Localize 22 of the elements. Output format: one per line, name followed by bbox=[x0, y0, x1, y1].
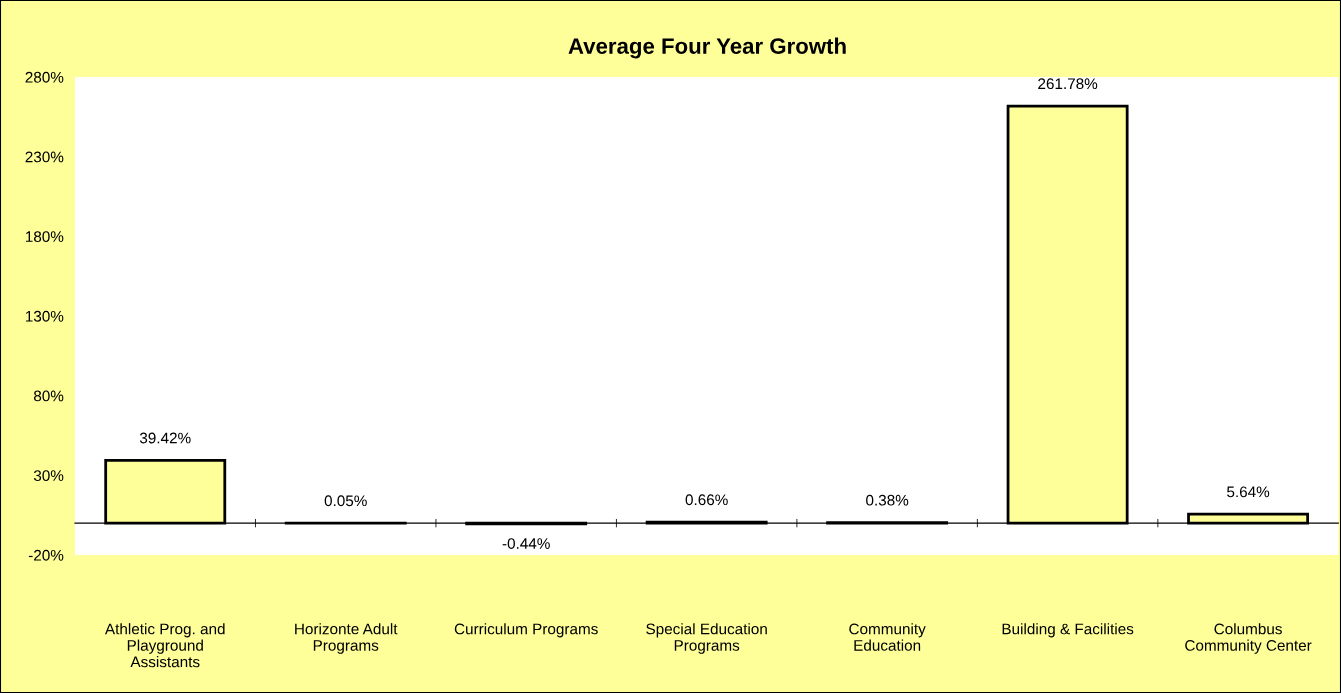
data-label: 0.05% bbox=[324, 495, 367, 507]
x-tick-label: Building & Facilities bbox=[1002, 623, 1134, 638]
chart-title: Average Four Year Growth bbox=[568, 37, 846, 59]
y-tick-label: 30% bbox=[33, 470, 64, 482]
data-label: 39.42% bbox=[139, 432, 191, 444]
x-tick-label: Horizonte Adult Programs bbox=[295, 623, 398, 654]
y-tick-label: 130% bbox=[25, 310, 64, 322]
y-tick-label: 180% bbox=[25, 231, 64, 243]
data-label: -0.44% bbox=[502, 538, 550, 549]
y-tick-label: 280% bbox=[25, 71, 64, 83]
y-tick-label: 230% bbox=[25, 151, 64, 163]
y-tick-label: 80% bbox=[33, 390, 64, 402]
y-tick-label: -20% bbox=[28, 549, 64, 561]
x-tick-label: Special Education Programs bbox=[646, 623, 767, 654]
x-tick-label: Athletic Prog. and Playground Assistants bbox=[104, 623, 225, 668]
data-label: 261.78% bbox=[1038, 78, 1098, 90]
data-label: 0.38% bbox=[866, 494, 909, 506]
x-tick-label: Columbus Community Center bbox=[1185, 623, 1312, 654]
data-label: 0.66% bbox=[685, 494, 728, 506]
x-tick-label: Curriculum Programs bbox=[454, 623, 598, 638]
x-tick-label: Community Education bbox=[849, 623, 926, 651]
data-label: 5.64% bbox=[1227, 486, 1270, 498]
